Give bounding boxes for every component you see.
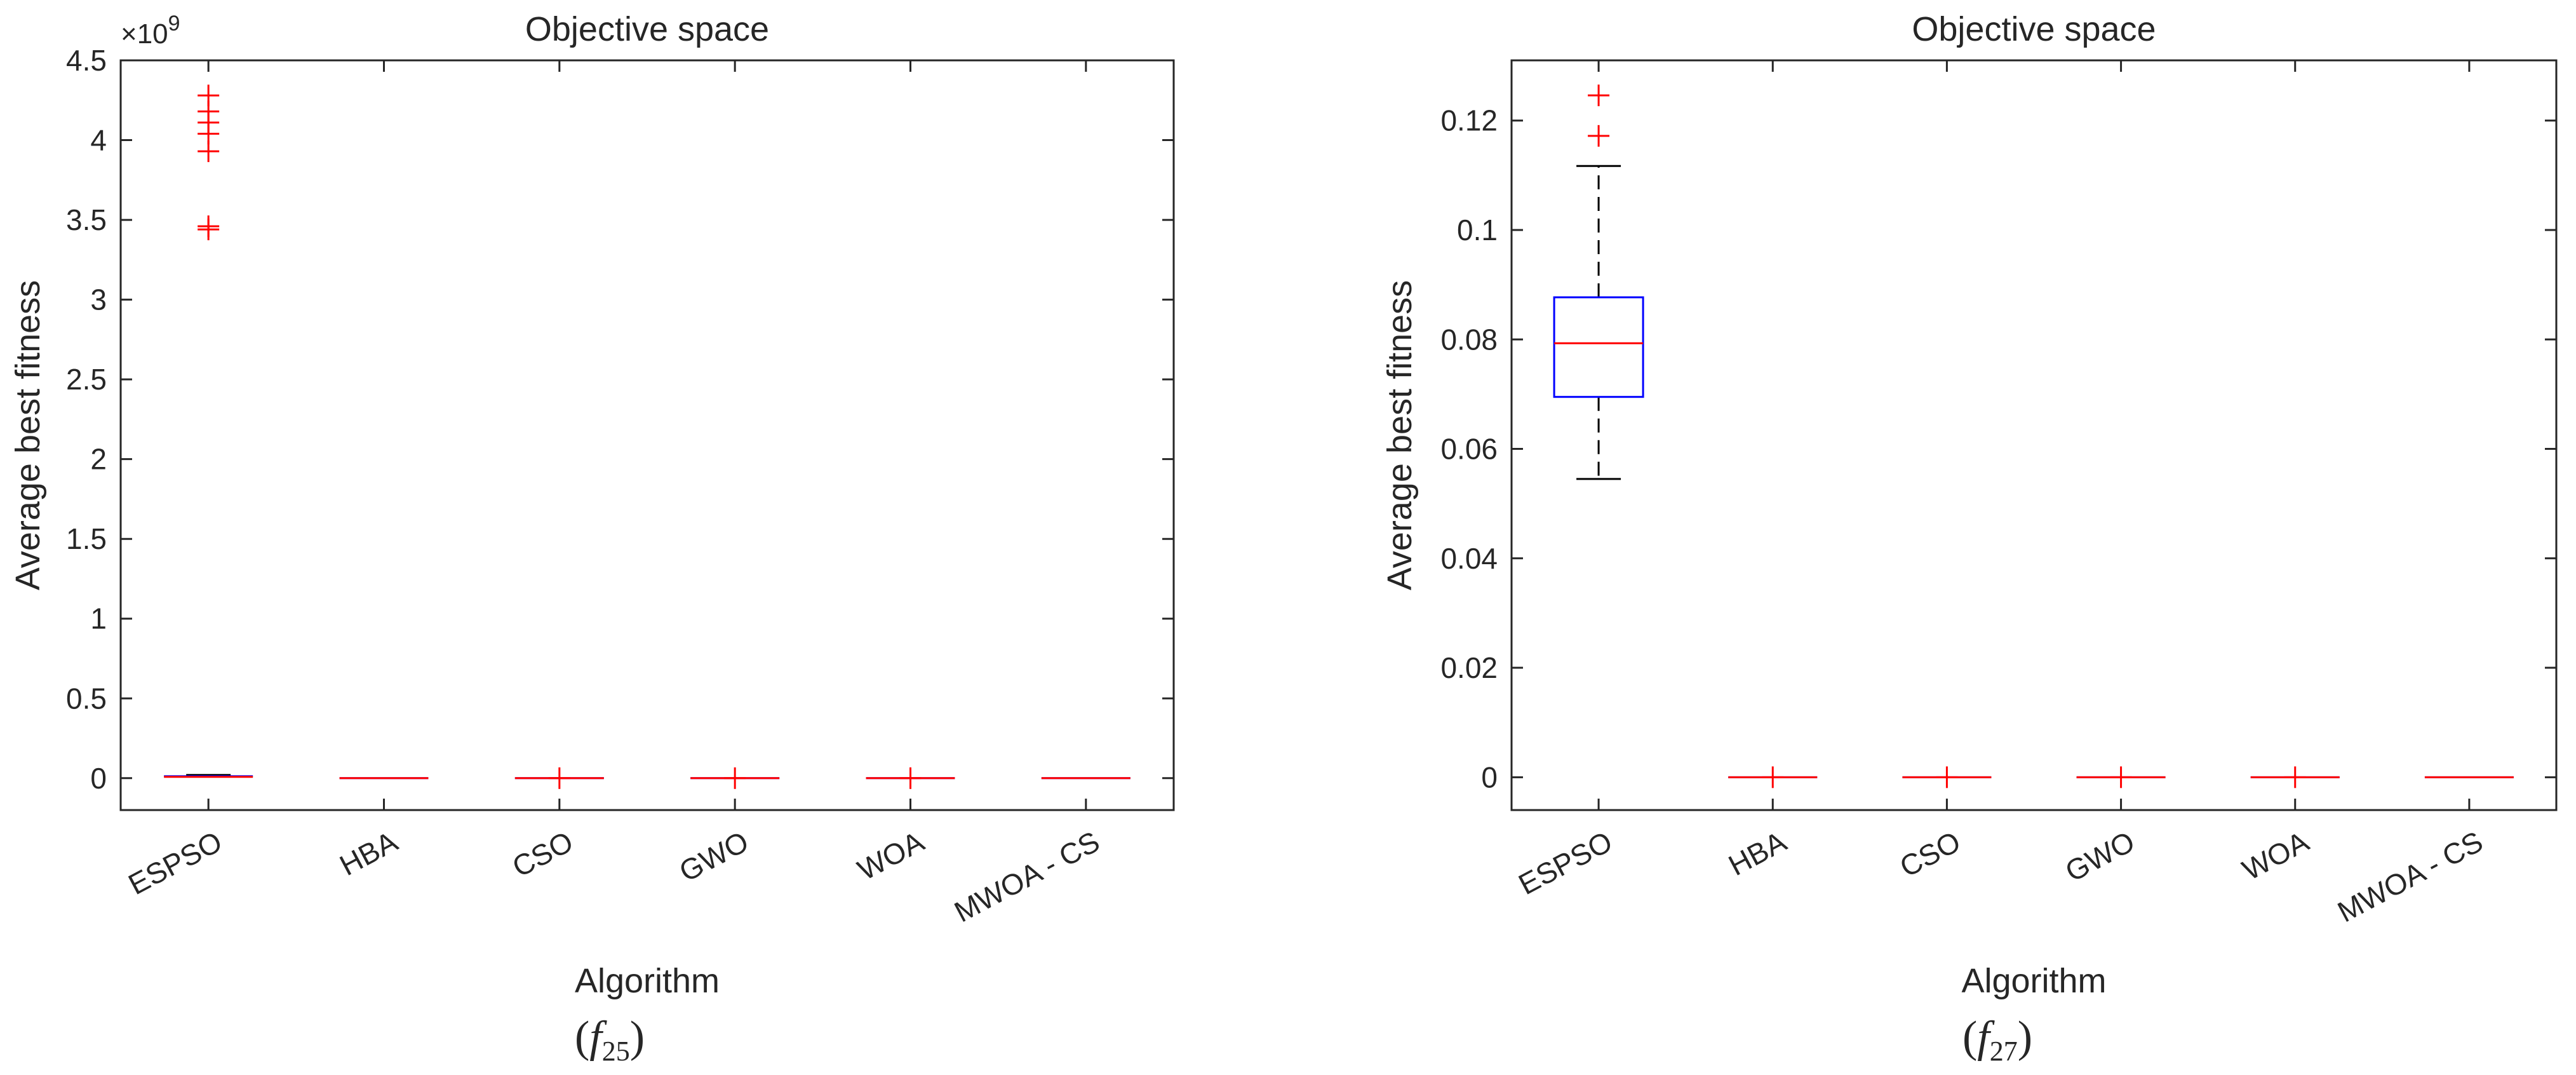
- plot-frame: [1510, 59, 2558, 811]
- y-axis-label: Average best fitness: [1381, 280, 1419, 590]
- outlier-marker: [1588, 125, 1610, 147]
- y-tick-label: 0.5: [66, 682, 107, 715]
- chart-2: Objective space 0 0.02 0.04 0.06 0.08 0.1 0.12 A…: [1381, 10, 2558, 1067]
- x-tick-label: WOA: [2237, 825, 2314, 887]
- x-axis-label: Algorithm: [575, 962, 720, 1000]
- box-woa: [866, 767, 955, 789]
- y-tick-label: 0.06: [1440, 433, 1498, 466]
- caption-subscript: 25: [602, 1036, 630, 1067]
- outlier-marker: [198, 215, 220, 238]
- x-tick-label: MWOA - CS: [949, 825, 1105, 928]
- x-tick-label: ESPSO: [1513, 825, 1617, 901]
- y-tick-label: 0: [1481, 761, 1498, 794]
- outlier-marker: [1762, 766, 1784, 788]
- y-tick-label: 3.5: [66, 203, 107, 236]
- box-cso: [1902, 766, 1992, 788]
- outlier-marker: [198, 85, 220, 107]
- y-tick-label: 0: [90, 762, 107, 795]
- x-tick-label: MWOA - CS: [2332, 825, 2488, 928]
- box-espso: [1553, 85, 1644, 480]
- x-tick-label: HBA: [334, 825, 403, 882]
- box-body: [1553, 296, 1644, 398]
- y-tick-label: 1.5: [66, 522, 107, 555]
- x-tick-label: GWO: [674, 825, 754, 888]
- box-hba: [1728, 766, 1818, 788]
- box-cso: [514, 767, 604, 789]
- y-tick-label: 2: [90, 443, 107, 476]
- y-axis-label: Average best fitness: [9, 280, 47, 590]
- y-tick-label: 0.12: [1440, 104, 1498, 137]
- box-gwo: [2076, 766, 2166, 788]
- x-tick-label: ESPSO: [123, 825, 227, 901]
- y-tick-label: 0.08: [1440, 323, 1498, 356]
- x-tick-label: WOA: [852, 825, 930, 887]
- y-tick-label: 2.5: [66, 363, 107, 396]
- x-tick-label: CSO: [507, 825, 578, 884]
- outlier-marker: [2110, 766, 2132, 788]
- box-gwo: [690, 767, 780, 789]
- box-espso: [164, 85, 253, 778]
- outlier-marker: [899, 767, 922, 789]
- chart-title: Objective space: [1912, 10, 2156, 48]
- box-woa: [2250, 766, 2340, 788]
- axis-exponent-power: 9: [168, 11, 180, 36]
- x-tick-label: CSO: [1895, 825, 1966, 884]
- figure-caption: (f25): [575, 1013, 645, 1067]
- caption-subscript: 27: [1990, 1036, 2018, 1067]
- caption-open-paren: (: [1962, 1013, 1977, 1062]
- axis-exponent: ×109: [121, 11, 180, 50]
- outlier-marker: [724, 767, 746, 789]
- outlier-marker: [1588, 85, 1610, 107]
- caption-close-paren: ): [2018, 1013, 2032, 1062]
- x-axis-label: Algorithm: [1961, 962, 2106, 1000]
- y-tick-label: 4.5: [66, 44, 107, 77]
- y-tick-label: 4: [90, 124, 107, 157]
- caption-close-paren: ): [630, 1013, 645, 1062]
- figure-caption: (f27): [1962, 1013, 2032, 1067]
- plot-frame: [119, 59, 1175, 811]
- caption-open-paren: (: [575, 1013, 589, 1062]
- x-tick-label: HBA: [1723, 825, 1792, 882]
- x-tick-label: GWO: [2060, 825, 2140, 888]
- y-tick-label: 0.04: [1440, 542, 1498, 575]
- outlier-marker: [1936, 766, 1958, 788]
- outlier-marker: [2284, 766, 2306, 788]
- y-tick-label: 3: [90, 283, 107, 316]
- axis-exponent-base: ×10: [121, 18, 168, 50]
- chart-1: Objective space ×109 0 0.5 1 1.5 2 2.5 3 3.5 4 4.5 A…: [9, 10, 1175, 1067]
- chart-title: Objective space: [525, 10, 769, 48]
- y-tick-label: 0.02: [1440, 651, 1498, 684]
- outlier-marker: [548, 767, 570, 789]
- y-tick-label: 0.1: [1457, 213, 1498, 247]
- y-tick-label: 1: [90, 602, 107, 635]
